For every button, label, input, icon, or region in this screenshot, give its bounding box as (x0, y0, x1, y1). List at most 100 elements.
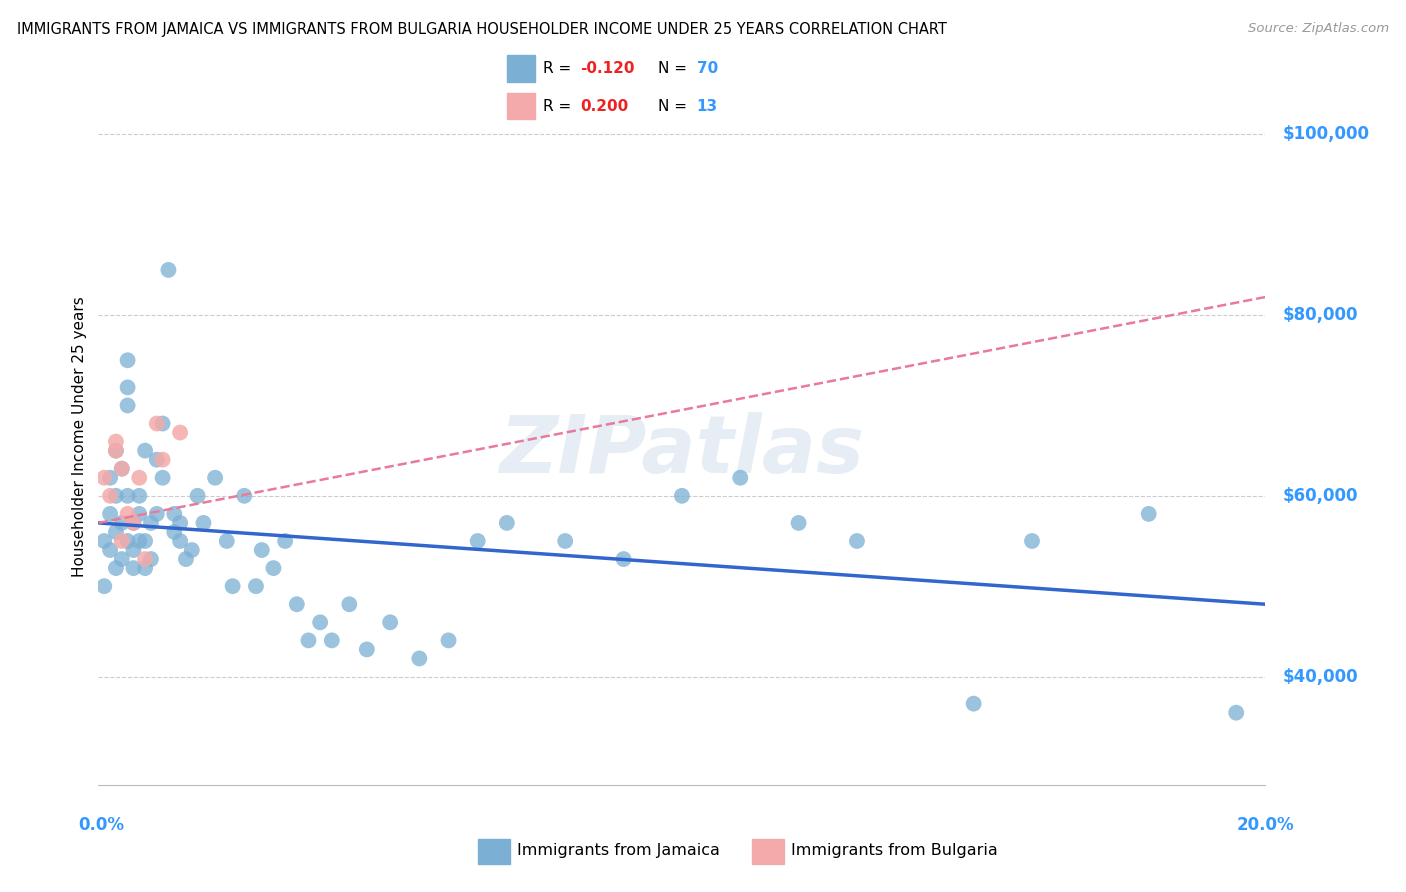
Point (1021, 533, 1043, 548)
Point (612, 552, 634, 566)
Text: N =: N = (658, 62, 692, 76)
Point (169, 425, 191, 440)
Text: R =: R = (543, 99, 576, 114)
Point (554, 533, 576, 548)
Point (221, 579, 243, 593)
Point (134, 533, 156, 548)
Point (152, 471, 174, 485)
Point (93, 471, 115, 485)
Point (93, 579, 115, 593)
Point (98, 489, 121, 503)
Point (152, 452, 174, 467)
Point (671, 489, 693, 503)
Text: Source: ZipAtlas.com: Source: ZipAtlas.com (1249, 22, 1389, 36)
Point (378, 615, 402, 630)
Point (117, 399, 139, 413)
Point (174, 552, 197, 566)
Point (193, 516, 215, 530)
Point (1225, 706, 1247, 720)
Point (134, 552, 156, 566)
Point (104, 561, 127, 575)
Point (134, 443, 156, 458)
Point (122, 516, 145, 530)
Point (169, 516, 191, 530)
Point (233, 489, 256, 503)
Point (128, 507, 150, 521)
Point (309, 615, 332, 630)
Text: $80,000: $80,000 (1282, 306, 1358, 324)
Point (146, 507, 169, 521)
Point (163, 524, 186, 539)
Point (117, 380, 139, 394)
Point (245, 579, 267, 593)
Point (104, 443, 127, 458)
Point (437, 633, 460, 648)
Point (169, 533, 191, 548)
Text: 0.200: 0.200 (581, 99, 628, 114)
Text: N =: N = (658, 99, 692, 114)
Point (157, 263, 180, 277)
Point (128, 471, 150, 485)
Bar (508, 94, 534, 120)
Text: $60,000: $60,000 (1282, 487, 1358, 505)
Text: $40,000: $40,000 (1282, 667, 1358, 686)
Point (111, 461, 134, 475)
Point (146, 417, 169, 431)
Point (117, 489, 139, 503)
Point (111, 461, 134, 475)
Point (139, 516, 162, 530)
Text: 20.0%: 20.0% (1237, 816, 1294, 834)
Point (285, 597, 308, 611)
Text: 70: 70 (696, 62, 718, 76)
Point (122, 543, 145, 558)
Text: IMMIGRANTS FROM JAMAICA VS IMMIGRANTS FROM BULGARIA HOUSEHOLDER INCOME UNDER 25 : IMMIGRANTS FROM JAMAICA VS IMMIGRANTS FR… (17, 22, 946, 37)
Point (117, 507, 139, 521)
Point (1137, 507, 1160, 521)
Point (139, 552, 162, 566)
Point (146, 452, 169, 467)
Bar (508, 55, 534, 82)
Point (117, 353, 139, 368)
Text: ZIPatlas: ZIPatlas (499, 412, 865, 490)
Point (152, 417, 174, 431)
Text: $100,000: $100,000 (1282, 126, 1369, 144)
Point (111, 552, 134, 566)
Text: Immigrants from Jamaica: Immigrants from Jamaica (517, 844, 720, 858)
Point (408, 651, 430, 665)
Point (111, 533, 134, 548)
Point (104, 443, 127, 458)
Point (122, 516, 145, 530)
Point (215, 533, 238, 548)
Point (93, 533, 115, 548)
Point (104, 489, 127, 503)
Point (122, 561, 145, 575)
Point (274, 533, 297, 548)
Point (187, 489, 209, 503)
Point (845, 533, 868, 548)
Point (104, 434, 127, 449)
Point (962, 697, 984, 711)
Point (104, 524, 127, 539)
Point (297, 633, 319, 648)
Y-axis label: Householder Income Under 25 years: Householder Income Under 25 years (72, 297, 87, 577)
Point (337, 597, 360, 611)
Point (134, 561, 156, 575)
Point (117, 533, 139, 548)
Point (98, 543, 121, 558)
Bar (752, 838, 785, 864)
Text: Immigrants from Bulgaria: Immigrants from Bulgaria (790, 844, 998, 858)
Point (262, 561, 284, 575)
Point (787, 516, 810, 530)
Text: 0.0%: 0.0% (79, 816, 124, 834)
Bar (478, 838, 509, 864)
Text: R =: R = (543, 62, 576, 76)
Point (128, 533, 150, 548)
Point (111, 516, 134, 530)
Point (204, 471, 226, 485)
Point (98, 471, 121, 485)
Point (495, 516, 517, 530)
Point (128, 489, 150, 503)
Point (356, 642, 378, 657)
Text: -0.120: -0.120 (581, 62, 634, 76)
Point (728, 471, 751, 485)
